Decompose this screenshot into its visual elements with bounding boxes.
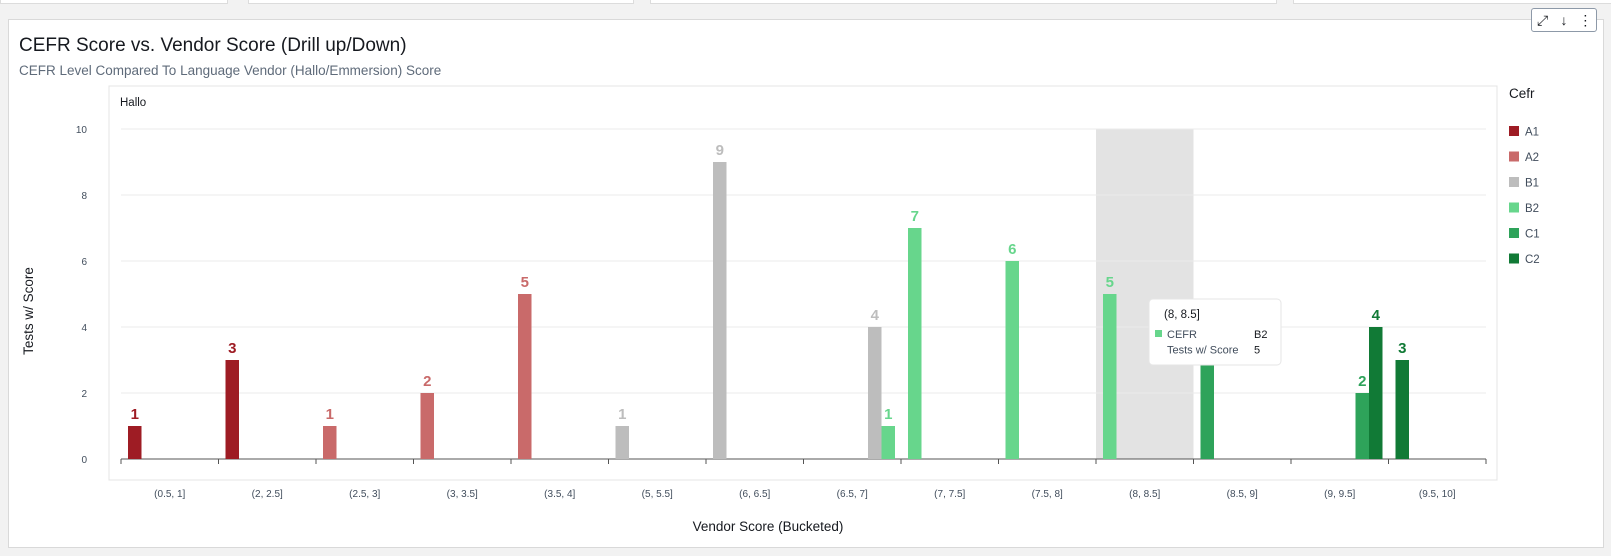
tooltip-swatch bbox=[1155, 330, 1162, 337]
legend-label-a1[interactable]: A1 bbox=[1525, 127, 1539, 139]
bar-b2[interactable] bbox=[908, 228, 922, 459]
x-tick-label: (9.5, 10] bbox=[1419, 489, 1456, 500]
bar-a1[interactable] bbox=[128, 426, 142, 459]
data-label: 1 bbox=[618, 406, 626, 423]
bar-b2[interactable] bbox=[1005, 261, 1020, 459]
legend-title: Cefr bbox=[1509, 86, 1535, 101]
data-label: 4 bbox=[871, 307, 880, 324]
more-options-icon[interactable]: ⋮ bbox=[1578, 11, 1593, 28]
y-tick-label: 8 bbox=[81, 191, 87, 202]
tooltip-row-label: CEFR bbox=[1167, 329, 1197, 341]
tooltip-row-label: Tests w/ Score bbox=[1167, 345, 1239, 357]
visual-toolbar: ⤢ ↓ ⋮ bbox=[1531, 8, 1597, 32]
x-tick-label: (7.5, 8] bbox=[1032, 489, 1063, 500]
x-tick-label: (2.5, 3] bbox=[349, 489, 380, 500]
data-label: 3 bbox=[228, 340, 236, 357]
export-icon[interactable]: ↓ bbox=[1560, 12, 1568, 28]
bar-b1[interactable] bbox=[868, 327, 882, 459]
legend-label-b2[interactable]: B2 bbox=[1525, 203, 1539, 215]
data-label: 2 bbox=[1358, 373, 1366, 390]
data-label: 7 bbox=[911, 208, 919, 225]
tooltip-row-value: B2 bbox=[1254, 329, 1267, 341]
y-tick-label: 0 bbox=[81, 455, 87, 466]
legend-label-c2[interactable]: C2 bbox=[1525, 254, 1540, 266]
x-tick-label: (8.5, 9] bbox=[1227, 489, 1258, 500]
data-label: 6 bbox=[1008, 241, 1016, 258]
panel-label: Hallo bbox=[120, 97, 146, 109]
x-tick-label: (6, 6.5] bbox=[739, 489, 770, 500]
plot-frame bbox=[108, 85, 1498, 481]
bar-c2[interactable] bbox=[1369, 327, 1383, 459]
legend-swatch-c2[interactable] bbox=[1509, 253, 1519, 264]
bar-a1[interactable] bbox=[225, 360, 240, 459]
legend-swatch-a1[interactable] bbox=[1509, 126, 1519, 136]
bar-a2[interactable] bbox=[323, 426, 337, 459]
data-label: 5 bbox=[521, 274, 529, 291]
bar-a2[interactable] bbox=[420, 393, 435, 459]
x-tick-label: (6.5, 7] bbox=[837, 489, 868, 500]
bar-b1[interactable] bbox=[615, 426, 630, 459]
x-tick-label: (5, 5.5] bbox=[642, 489, 673, 500]
tooltip-header: (8, 8.5] bbox=[1164, 309, 1200, 321]
bar-c2[interactable] bbox=[1395, 360, 1410, 459]
data-label: 4 bbox=[1372, 307, 1381, 324]
top-strip-1 bbox=[0, 0, 228, 4]
data-label: 1 bbox=[131, 406, 139, 423]
legend-swatch-b2[interactable] bbox=[1509, 202, 1519, 213]
bar-a2[interactable] bbox=[518, 294, 532, 459]
tooltip-box bbox=[1148, 298, 1282, 366]
x-tick-label: (3.5, 4] bbox=[544, 489, 575, 500]
expand-icon[interactable]: ⤢ bbox=[1537, 11, 1549, 28]
legend-label-b1[interactable]: B1 bbox=[1525, 178, 1539, 190]
legend-swatch-c1[interactable] bbox=[1509, 228, 1519, 238]
legend-swatch-a2[interactable] bbox=[1509, 151, 1519, 162]
bar-b2[interactable] bbox=[1103, 294, 1117, 459]
y-tick-label: 2 bbox=[81, 389, 87, 400]
visual-card: ⤢ ↓ ⋮ CEFR Score vs. Vendor Score (Drill… bbox=[8, 8, 1604, 548]
data-label: 3 bbox=[1398, 340, 1406, 357]
x-tick-label: (0.5, 1] bbox=[154, 489, 185, 500]
data-label: 2 bbox=[423, 373, 431, 390]
top-strip-4 bbox=[1293, 0, 1611, 4]
x-tick-label: (3, 3.5] bbox=[447, 489, 478, 500]
chart-title: CEFR Score vs. Vendor Score (Drill up/Do… bbox=[19, 35, 407, 56]
x-tick-label: (9, 9.5] bbox=[1324, 489, 1355, 500]
y-axis-title: Tests w/ Score bbox=[21, 267, 36, 355]
data-label: 5 bbox=[1106, 274, 1114, 291]
legend-label-c1[interactable]: C1 bbox=[1525, 229, 1540, 241]
y-tick-label: 6 bbox=[81, 257, 87, 268]
x-tick-label: (7, 7.5] bbox=[934, 489, 965, 500]
y-tick-label: 10 bbox=[76, 125, 88, 136]
x-tick-label: (8, 8.5] bbox=[1129, 489, 1160, 500]
y-tick-label: 4 bbox=[81, 323, 87, 334]
bar-b1[interactable] bbox=[713, 162, 727, 459]
data-label: 9 bbox=[716, 142, 724, 159]
legend-swatch-b1[interactable] bbox=[1509, 177, 1519, 187]
x-tick-label: (2, 2.5] bbox=[252, 489, 283, 500]
legend-label-a2[interactable]: A2 bbox=[1525, 152, 1539, 164]
bar-c1[interactable] bbox=[1355, 393, 1370, 459]
data-label: 1 bbox=[884, 406, 892, 423]
top-strip-2 bbox=[248, 0, 634, 4]
bar-b2[interactable] bbox=[881, 426, 896, 459]
tooltip-row-value: 5 bbox=[1254, 345, 1260, 357]
chart-subtitle: CEFR Level Compared To Language Vendor (… bbox=[19, 63, 442, 78]
x-axis-title: Vendor Score (Bucketed) bbox=[693, 519, 844, 534]
data-label: 1 bbox=[326, 406, 334, 423]
top-strip-3 bbox=[650, 0, 1277, 4]
